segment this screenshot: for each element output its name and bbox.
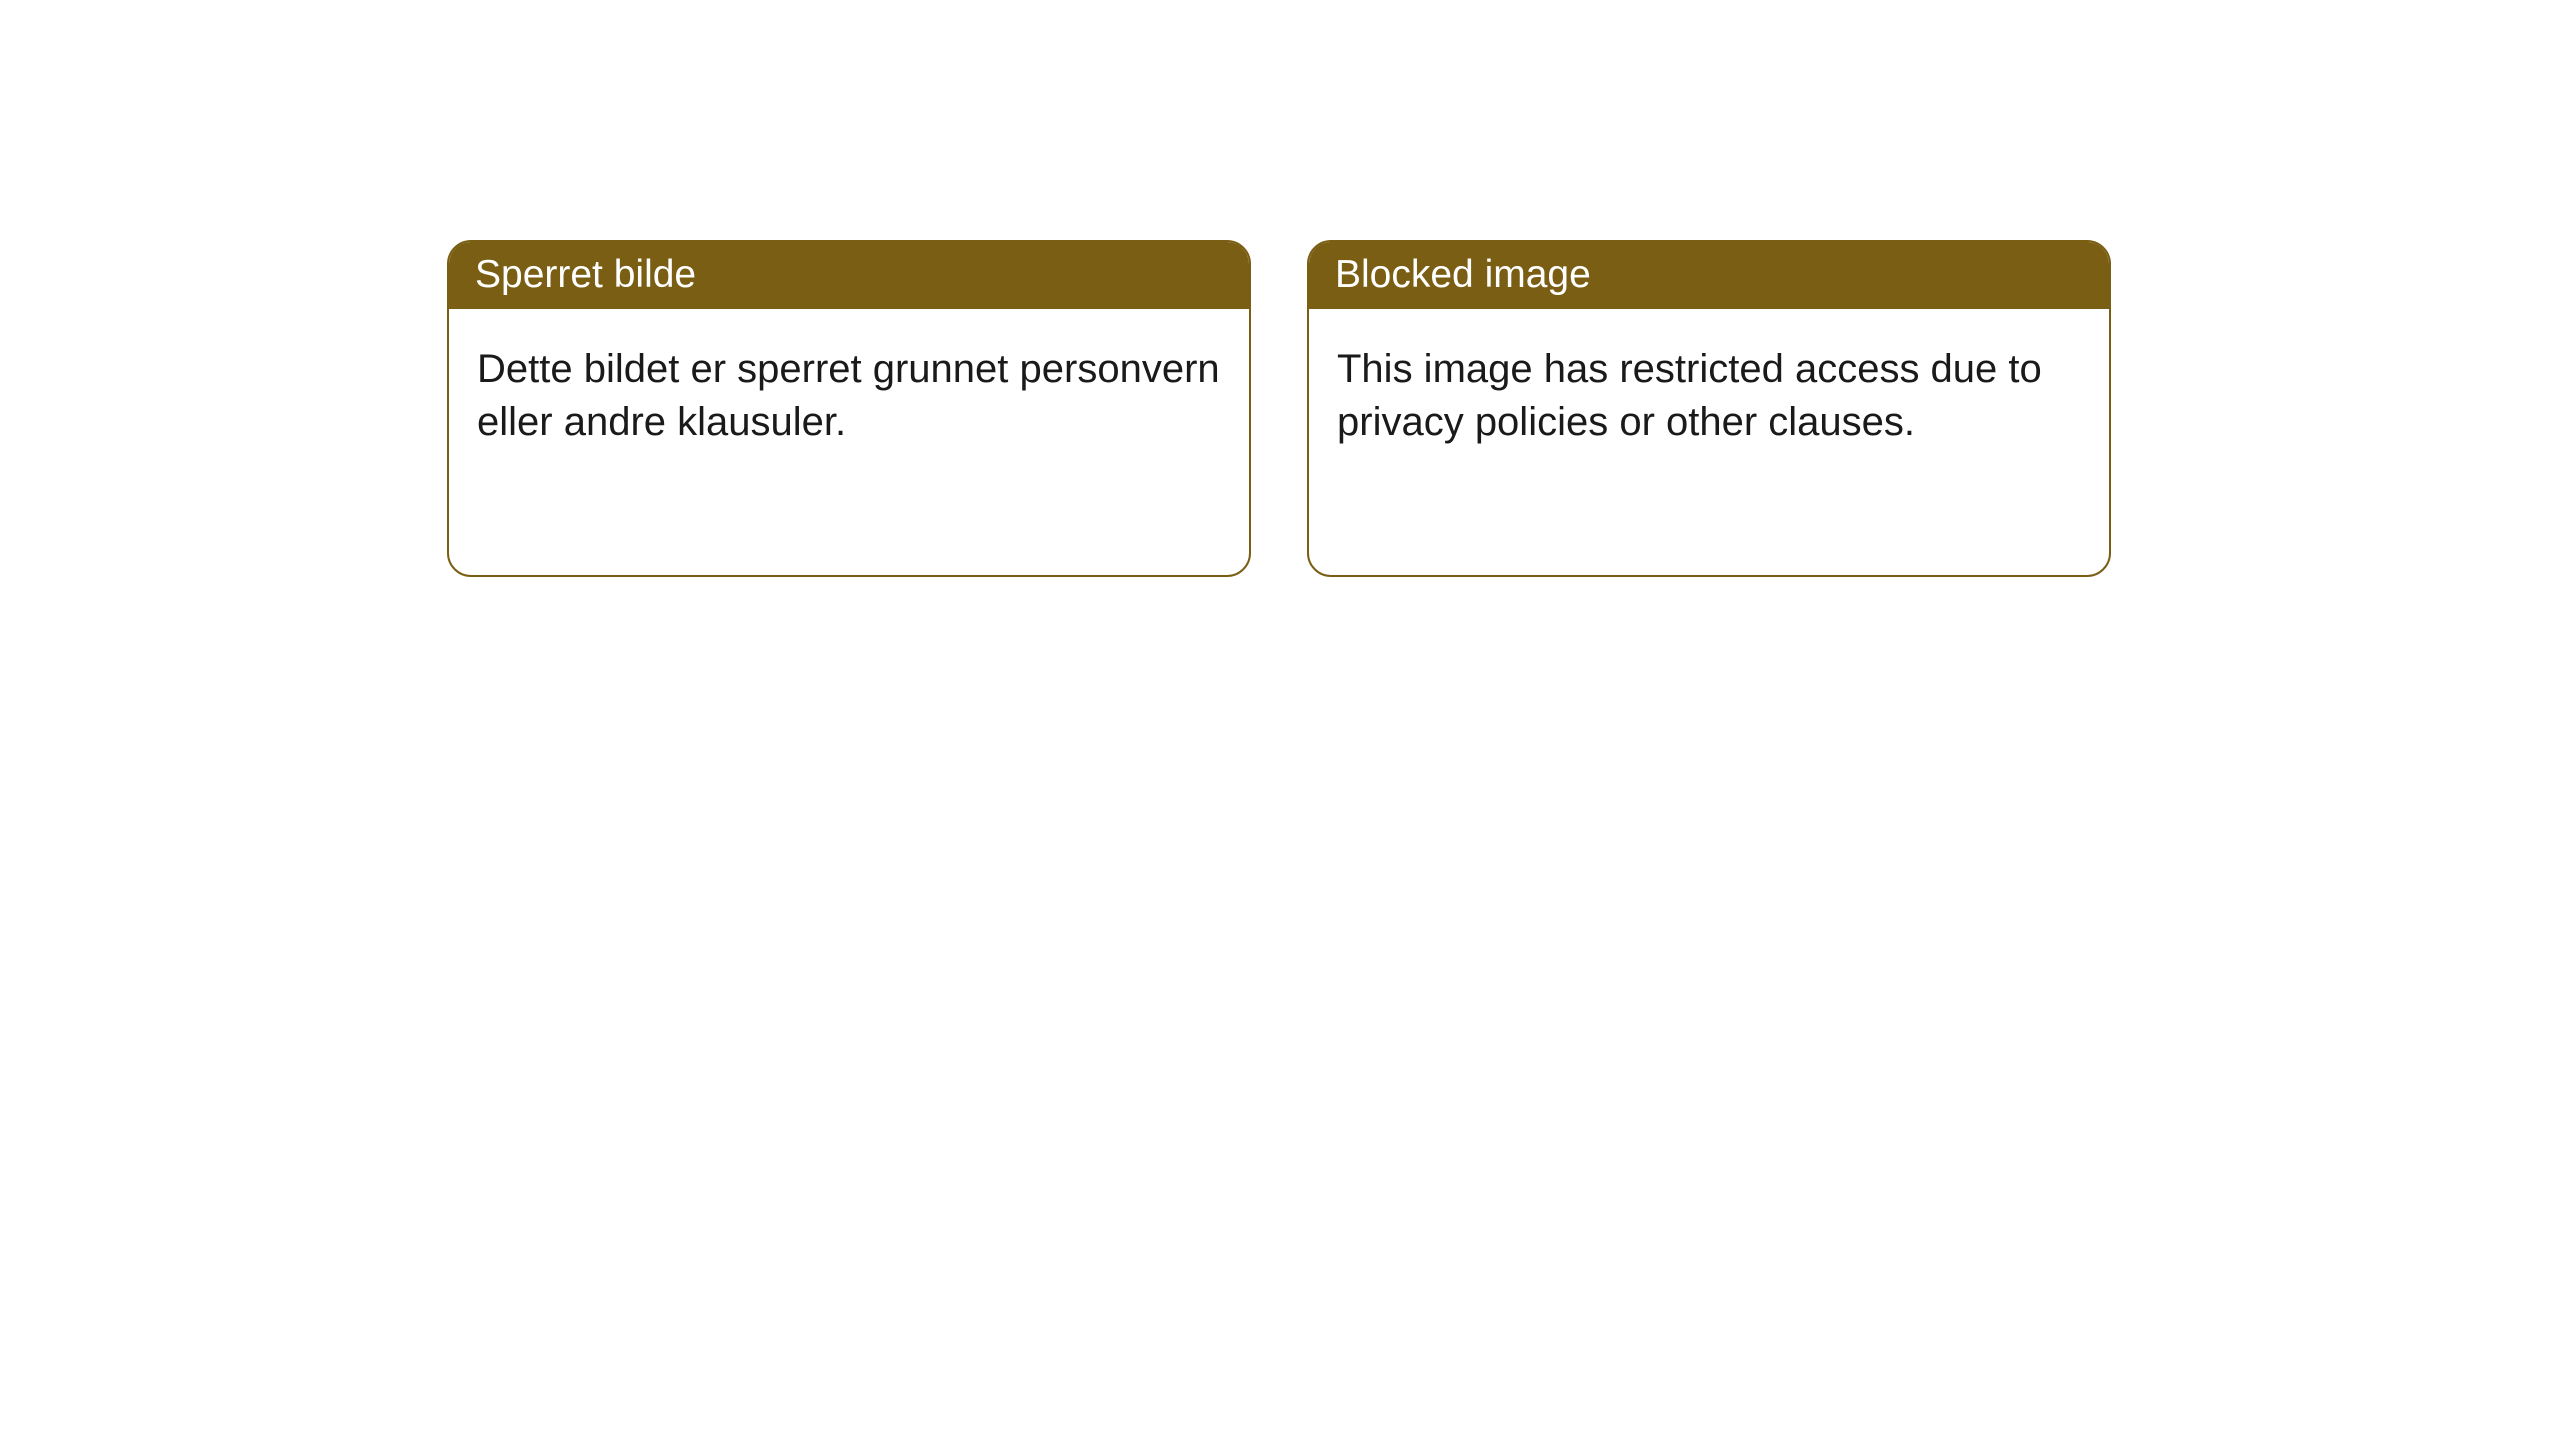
notice-card-norwegian: Sperret bilde Dette bildet er sperret gr… — [447, 240, 1251, 577]
notice-header: Blocked image — [1309, 242, 2109, 309]
notice-body: Dette bildet er sperret grunnet personve… — [449, 309, 1249, 483]
notice-card-english: Blocked image This image has restricted … — [1307, 240, 2111, 577]
notice-message: This image has restricted access due to … — [1337, 347, 2042, 444]
notice-message: Dette bildet er sperret grunnet personve… — [477, 347, 1220, 444]
notice-title: Blocked image — [1335, 253, 1591, 296]
notice-title: Sperret bilde — [475, 253, 696, 296]
notice-header: Sperret bilde — [449, 242, 1249, 309]
notice-container: Sperret bilde Dette bildet er sperret gr… — [447, 240, 2111, 577]
notice-body: This image has restricted access due to … — [1309, 309, 2109, 483]
